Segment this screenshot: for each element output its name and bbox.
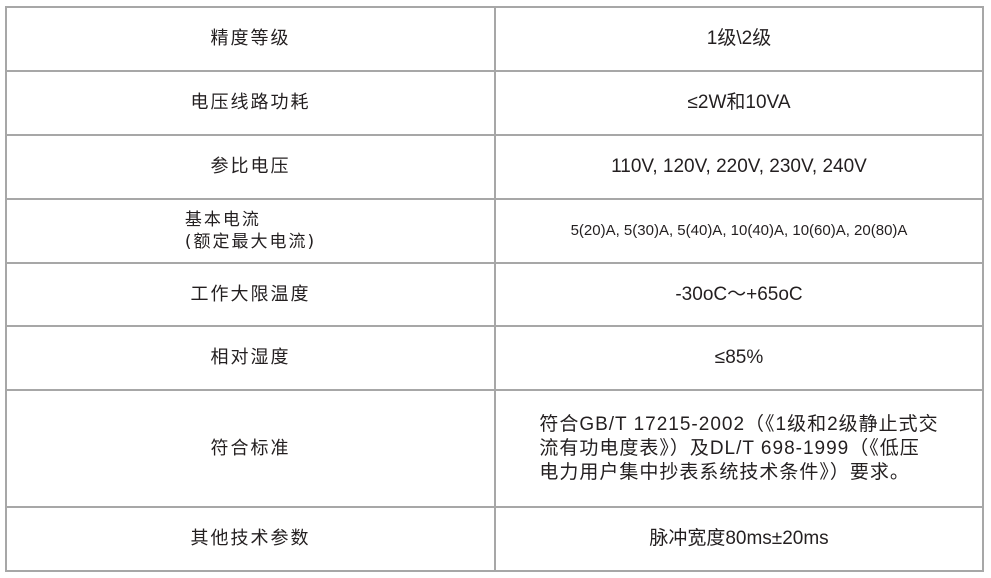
row-label: 基本电流 (额定最大电流) bbox=[5, 198, 496, 264]
table-row: 基本电流 (额定最大电流) 5(20)A, 5(30)A, 5(40)A, 10… bbox=[5, 198, 984, 264]
row-value: -30oC～+65oC bbox=[494, 262, 984, 327]
row-label: 工作大限温度 bbox=[5, 262, 496, 327]
row-value: 1级\2级 bbox=[494, 6, 984, 72]
table-row: 参比电压 110V, 120V, 220V, 230V, 240V bbox=[5, 134, 984, 200]
row-label: 其他技术参数 bbox=[5, 506, 496, 572]
text-line: 符合GB/T 17215-2002（《1级和2级静止式交 bbox=[539, 413, 939, 435]
row-label: 精度等级 bbox=[5, 6, 496, 72]
row-label: 相对湿度 bbox=[5, 325, 496, 391]
row-label-text: 基本电流 (额定最大电流) bbox=[185, 209, 316, 253]
table-row: 符合标准 符合GB/T 17215-2002（《1级和2级静止式交 流有功电度表… bbox=[5, 389, 984, 508]
label-line: 基本电流 bbox=[184, 210, 261, 230]
table-row: 其他技术参数 脉冲宽度80ms±20ms bbox=[5, 506, 984, 572]
table-row: 电压线路功耗 ≤2W和10VA bbox=[5, 70, 984, 136]
row-value: 110V, 120V, 220V, 230V, 240V bbox=[494, 134, 984, 200]
row-value: 符合GB/T 17215-2002（《1级和2级静止式交 流有功电度表》）及DL… bbox=[494, 389, 984, 508]
row-value: 5(20)A, 5(30)A, 5(40)A, 10(40)A, 10(60)A… bbox=[494, 198, 984, 264]
row-label: 电压线路功耗 bbox=[5, 70, 496, 136]
label-line: (额定最大电流) bbox=[184, 232, 317, 252]
spec-table: 精度等级 1级\2级 电压线路功耗 ≤2W和10VA 参比电压 110V, 12… bbox=[5, 6, 984, 572]
row-label: 符合标准 bbox=[5, 389, 496, 508]
text-line: 流有功电度表》）及DL/T 698-1999（《低压 bbox=[539, 437, 920, 459]
table-row: 工作大限温度 -30oC～+65oC bbox=[5, 262, 984, 327]
row-value: 脉冲宽度80ms±20ms bbox=[494, 506, 984, 572]
row-value: ≤85% bbox=[494, 325, 984, 391]
row-label: 参比电压 bbox=[5, 134, 496, 200]
table-row: 相对湿度 ≤85% bbox=[5, 325, 984, 391]
row-value: ≤2W和10VA bbox=[494, 70, 984, 136]
text-line: 电力用户集中抄表系统技术条件》）要求。 bbox=[539, 461, 910, 483]
standards-text: 符合GB/T 17215-2002（《1级和2级静止式交 流有功电度表》）及DL… bbox=[539, 413, 938, 485]
table-row: 精度等级 1级\2级 bbox=[5, 6, 984, 72]
